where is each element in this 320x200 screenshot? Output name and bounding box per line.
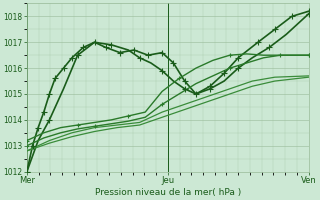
X-axis label: Pression niveau de la mer( hPa ): Pression niveau de la mer( hPa ) [95, 188, 241, 197]
